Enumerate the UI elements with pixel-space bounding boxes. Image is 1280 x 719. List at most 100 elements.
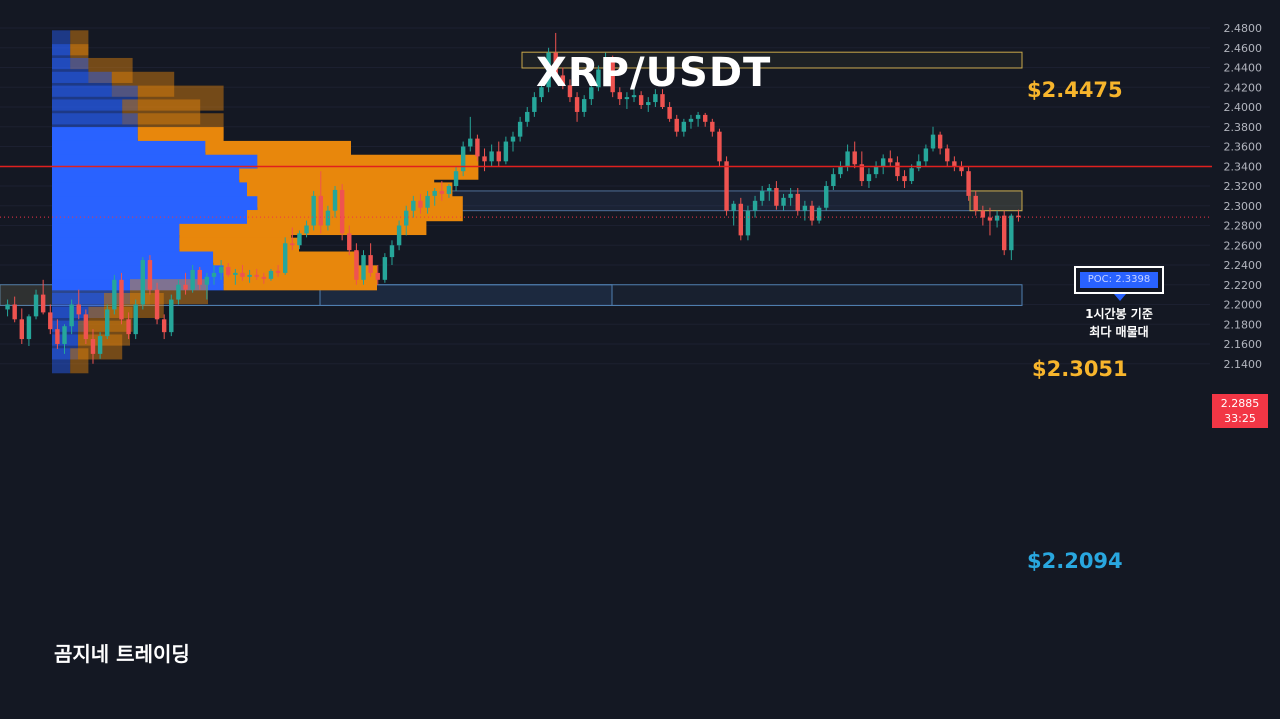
candle-body [937, 134, 943, 149]
candle-body [994, 215, 1000, 221]
volume-buy-bar [52, 57, 89, 83]
candle-body [76, 304, 81, 315]
candle-body [119, 279, 124, 320]
candle-body [475, 138, 480, 157]
candle-body [432, 190, 437, 196]
volume-profile [52, 30, 479, 374]
zone-label-bottom: $2.2094 [1027, 549, 1123, 573]
poc-arrow-icon [1114, 294, 1126, 301]
candle-body [781, 197, 786, 206]
candle-body [788, 193, 793, 198]
y-tick-label: 2.4000 [1224, 101, 1263, 114]
volume-sell-bar [122, 99, 201, 125]
candle-body [496, 151, 501, 162]
candle-body [503, 141, 509, 162]
candle-body [233, 272, 238, 275]
candle-body [140, 260, 146, 305]
candle-body [774, 187, 779, 206]
candle-body [916, 161, 921, 169]
y-tick-label: 2.2800 [1224, 220, 1263, 233]
volume-buy-bar [52, 30, 71, 56]
candle-body [589, 87, 594, 100]
volume-buy-bar [52, 265, 224, 291]
candle-body [33, 294, 39, 317]
candle-body [845, 151, 850, 167]
candle-body [254, 274, 259, 277]
volume-sell-bar [111, 71, 175, 97]
candle-body [318, 195, 323, 226]
bar-countdown: 33:25 [1224, 412, 1256, 425]
candle-body [596, 69, 601, 88]
y-tick-label: 2.2400 [1224, 259, 1263, 272]
candle-body [290, 243, 295, 246]
candle-body [624, 97, 630, 100]
y-tick-label: 2.4800 [1224, 22, 1263, 35]
candle-body [404, 210, 409, 226]
candle-body [859, 164, 865, 182]
chart-title: XRP/USDT [536, 50, 772, 96]
candle-body [418, 200, 423, 208]
last-price: 2.2885 [1220, 397, 1260, 410]
candle-body [688, 118, 694, 122]
candle-body [247, 274, 252, 277]
candle-body [852, 151, 857, 165]
candle-body [646, 102, 651, 106]
volume-buy-bar [52, 348, 71, 374]
y-tick-label: 2.3000 [1224, 200, 1263, 213]
candle-body [909, 168, 914, 182]
candle-body [838, 166, 843, 175]
candle-body [973, 195, 978, 211]
candle-body [873, 166, 879, 175]
candle-body [48, 312, 53, 330]
volume-buy-bar [52, 44, 71, 70]
y-tick-label: 2.4400 [1224, 62, 1263, 75]
candle-body [19, 319, 25, 340]
candle-body [396, 225, 402, 246]
price-lines [0, 165, 1212, 218]
candle-body [268, 270, 274, 279]
candle-body [930, 134, 936, 149]
candle-body [361, 255, 366, 280]
candle-body [382, 257, 388, 280]
candle-body [446, 186, 452, 194]
candle-body [460, 146, 466, 172]
volume-sell-bar [137, 85, 224, 111]
candle-body [831, 174, 836, 186]
candle-body [631, 95, 637, 98]
zone-label-top: $2.4475 [1027, 78, 1123, 102]
watermark: 곰지네 트레이딩 [54, 642, 190, 666]
y-tick-label: 2.4600 [1224, 42, 1263, 55]
candle-body [610, 59, 615, 93]
candle-body [311, 195, 316, 226]
candle-body [517, 121, 523, 137]
candle-body [802, 205, 808, 211]
candle-body [923, 148, 929, 162]
candle-body [653, 94, 658, 103]
candle-body [660, 94, 665, 107]
candle-body [161, 319, 167, 333]
candle-body [204, 276, 210, 285]
y-tick-label: 2.4200 [1224, 81, 1263, 94]
candle-body [987, 217, 993, 221]
candle-body [468, 138, 473, 147]
candle-body [717, 131, 722, 162]
candle-body [133, 304, 138, 335]
volume-sell-bar [70, 30, 89, 56]
candle-body [945, 148, 950, 162]
candle-body [40, 294, 46, 313]
candle-body [112, 279, 117, 310]
candle-body [83, 314, 89, 340]
candle-body [980, 210, 986, 218]
candle-body [183, 284, 188, 290]
candle-body [695, 114, 701, 119]
volume-buy-bar [52, 99, 123, 125]
zone-mid [399, 190, 1023, 212]
candle-body [809, 205, 815, 221]
candle-body [1001, 215, 1007, 251]
candle-body [880, 158, 886, 167]
y-tick-label: 2.3400 [1224, 160, 1263, 173]
y-tick-label: 2.2600 [1224, 239, 1263, 252]
candle-body [703, 114, 708, 122]
candle-body [574, 97, 580, 112]
candle-body [816, 207, 822, 221]
